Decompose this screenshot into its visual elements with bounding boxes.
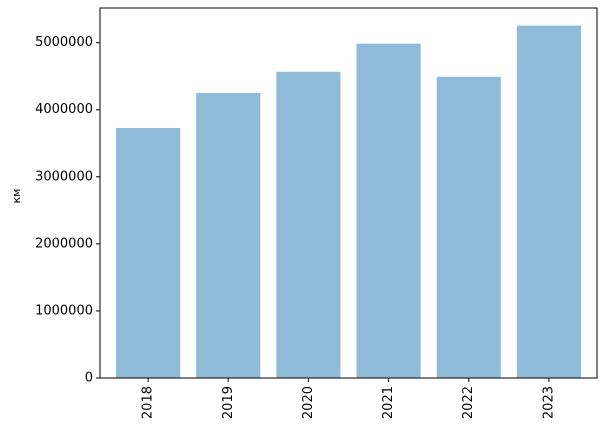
y-tick-label: 0	[85, 371, 93, 386]
y-axis-label: км	[10, 189, 23, 204]
x-tick-label: 2020	[301, 386, 316, 419]
bar	[276, 71, 341, 378]
x-tick-label: 2021	[381, 386, 396, 419]
x-tick-label: 2023	[541, 386, 556, 419]
bar	[196, 92, 261, 378]
y-tick-label: 1000000	[35, 303, 93, 318]
bar	[516, 25, 581, 378]
y-tick-label: 4000000	[35, 102, 93, 117]
y-tick-label: 2000000	[35, 236, 93, 251]
bar	[436, 76, 501, 378]
x-tick-label: 2018	[141, 386, 156, 419]
bar	[356, 43, 421, 379]
y-tick-label: 5000000	[35, 35, 93, 50]
bar	[116, 127, 181, 378]
x-tick-label: 2022	[461, 386, 476, 419]
plot-frame	[99, 7, 598, 379]
x-tick-label: 2019	[221, 386, 236, 419]
y-tick-label: 3000000	[35, 169, 93, 184]
